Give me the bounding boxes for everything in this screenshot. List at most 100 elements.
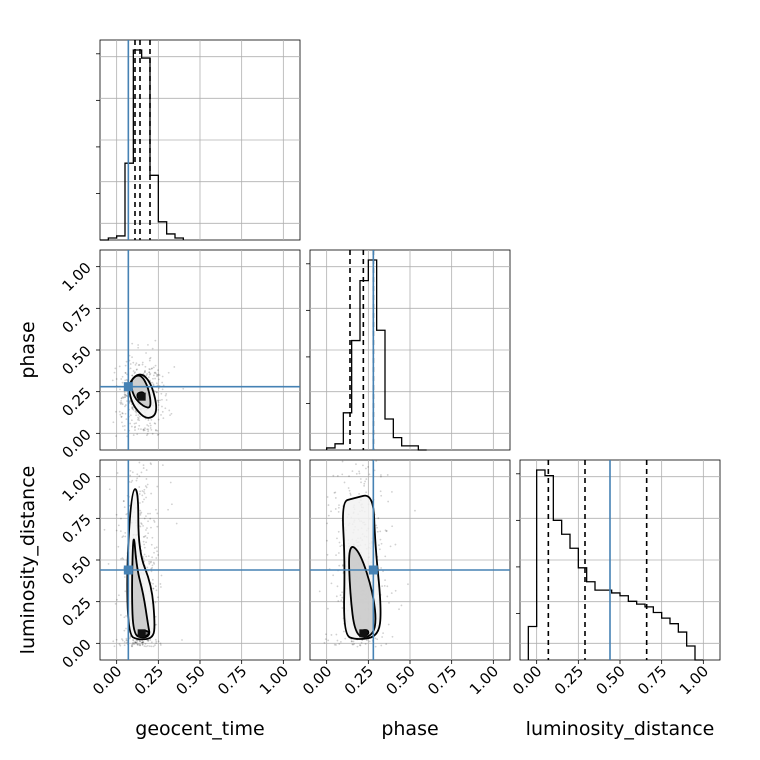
sample-point [147,376,150,379]
sample-point [124,396,127,398]
x-tick-label: 1.00 [676,662,712,698]
sample-point [136,641,139,643]
sample-point [336,537,338,540]
sample-point [353,643,356,645]
sample-point [173,366,176,368]
sample-point [154,339,157,342]
sample-point [362,464,364,467]
sample-point [139,644,142,647]
sample-point [388,601,390,604]
sample-point [147,419,150,422]
sample-point [124,531,127,534]
sample-point [135,414,137,417]
sample-point [130,644,133,646]
sample-point [385,529,388,532]
x-tick-label: 0.75 [214,662,250,698]
contour-line [128,373,158,419]
sample-point [155,546,158,549]
sample-point [142,428,145,431]
sample-point [332,474,335,477]
sample-point [156,485,159,488]
sample-point [157,640,160,643]
sample-point [151,347,154,350]
sample-point [341,564,344,566]
sample-point [324,633,327,636]
x-tick-label: 0.75 [634,662,670,698]
sample-point [161,375,164,378]
sample-point [347,487,350,489]
sample-point [150,418,153,421]
sample-point [142,557,145,560]
x-tick-label: 0.50 [592,662,628,698]
sample-point [160,574,163,577]
sample-point [414,509,416,512]
sample-point [137,417,140,420]
x-tick-label: 0.75 [424,662,460,698]
sample-point [144,534,147,537]
sample-point [167,371,170,374]
sample-point [165,399,168,401]
sample-point [128,637,131,640]
sample-point [142,641,145,644]
sample-point [131,374,134,377]
marginal-histogram [516,460,704,661]
sample-point [151,566,154,569]
sample-point [120,416,123,418]
sample-point [149,561,152,564]
sample-point [157,369,159,372]
sample-point [129,422,132,425]
sample-point [350,640,353,643]
sample-point [157,404,160,406]
sample-point [138,424,141,427]
sample-point [154,422,157,425]
contour-line [342,494,382,640]
sample-point [124,364,127,367]
sample-point [136,643,139,646]
sample-point [113,645,116,648]
sample-point [380,494,383,497]
sample-point [146,639,149,642]
sample-point [337,506,340,509]
sample-point [387,623,390,626]
sample-point [131,407,134,410]
sample-point [144,642,147,645]
sample-point [153,547,156,550]
sample-point [141,643,144,646]
sample-point [339,641,342,643]
sample-point [154,429,157,431]
sample-point [118,594,120,597]
sample-point [142,540,145,543]
sample-point [150,526,152,529]
sample-point [143,645,146,648]
sample-point [125,639,128,642]
sample-point [118,365,121,368]
sample-point [338,504,340,507]
density-contours [310,459,510,660]
x-tick-label: 0.00 [89,662,125,698]
sample-point [138,486,141,488]
sample-point [341,460,344,463]
sample-point [162,384,165,387]
sample-point [137,416,139,419]
sample-point [123,506,126,509]
sample-point [378,548,381,551]
sample-point [385,530,388,533]
sample-point [363,484,365,487]
sample-point [137,364,140,366]
sample-point [116,598,118,601]
sample-point [390,592,393,595]
sample-point [117,545,120,548]
sample-point [143,490,145,493]
sample-point [376,526,378,529]
sample-point [147,520,149,523]
sample-point [146,527,148,530]
sample-point [136,433,139,436]
sample-point [169,414,171,417]
sample-point [108,488,111,491]
sample-point [327,514,330,517]
sample-point [341,565,344,567]
sample-point [129,367,132,370]
sample-point [376,638,379,641]
sample-point [330,510,332,513]
sample-point [143,546,146,549]
